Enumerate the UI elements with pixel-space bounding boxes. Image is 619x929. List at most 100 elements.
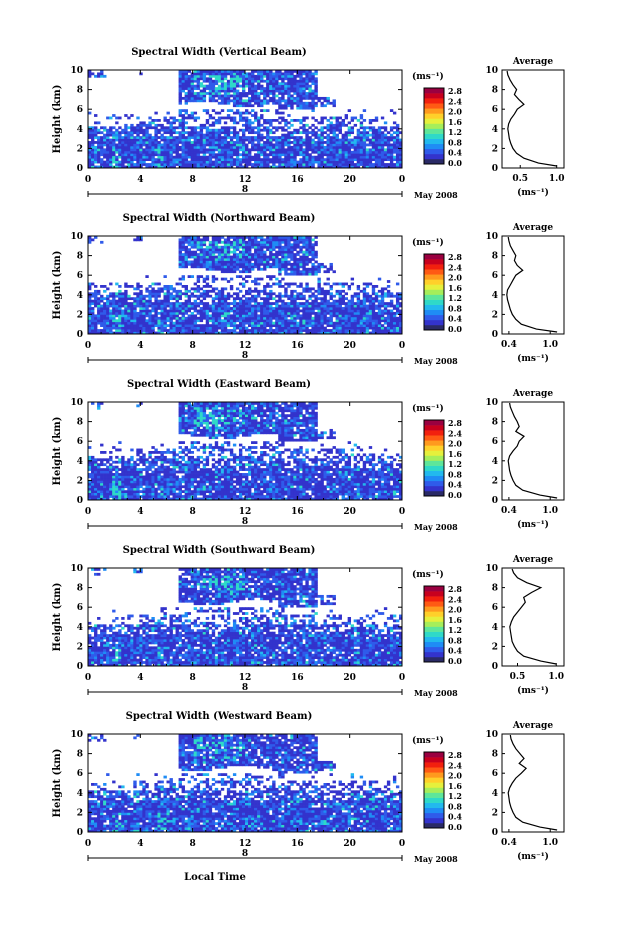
heatmap-cell <box>251 240 255 244</box>
heatmap-cell <box>241 265 246 269</box>
heatmap-cell <box>254 253 258 256</box>
heatmap-cell <box>266 240 270 244</box>
heatmap-cell <box>235 99 240 103</box>
heatmap-cell <box>88 158 92 161</box>
heatmap-cell <box>296 297 300 301</box>
heatmap-cell <box>229 309 234 313</box>
heatmap-cell <box>257 309 261 313</box>
heatmap-cell <box>335 158 339 161</box>
heatmap-cell <box>296 101 300 105</box>
heatmap-cell <box>226 94 231 98</box>
heatmap-cell <box>311 287 315 291</box>
heatmap-cell <box>226 309 231 313</box>
heatmap-cell <box>287 121 291 125</box>
heatmap-cell <box>238 260 243 264</box>
heatmap-cell <box>302 326 306 330</box>
heatmap-cell <box>88 236 92 239</box>
heatmap-cell <box>199 136 204 139</box>
heatmap-cell <box>166 297 170 301</box>
heatmap-cell <box>350 304 355 308</box>
heatmap-cell <box>223 314 228 318</box>
heatmap-cell <box>305 314 309 318</box>
heatmap-cell <box>335 329 339 332</box>
heatmap-cell <box>341 294 345 298</box>
heatmap-cell <box>296 311 300 315</box>
heatmap-cell <box>115 148 119 152</box>
heatmap-cell <box>293 138 297 142</box>
heatmap-cell <box>130 302 134 305</box>
heatmap-cell <box>175 126 179 130</box>
heatmap-cell <box>392 138 397 142</box>
heatmap-cell <box>163 126 167 130</box>
heatmap-cell <box>169 116 173 120</box>
heatmap-cell <box>326 321 330 325</box>
heatmap-cell <box>263 126 267 130</box>
heatmap-cell <box>320 311 324 315</box>
colorbar-tick-label: 0.8 <box>448 303 462 313</box>
heatmap-cell <box>109 155 113 159</box>
heatmap-cell <box>88 292 92 296</box>
heatmap-cell <box>254 165 258 169</box>
heatmap-cell <box>386 141 391 144</box>
heatmap-cell <box>145 319 149 323</box>
heatmap-cell <box>232 314 237 318</box>
heatmap-cell <box>163 143 167 147</box>
heatmap-cell <box>169 302 173 305</box>
heatmap-cell <box>199 329 204 332</box>
heatmap-cell <box>214 79 219 83</box>
heatmap-cell <box>260 238 264 242</box>
heatmap-cell <box>115 143 119 147</box>
heatmap-cell <box>241 267 246 271</box>
heatmap-cell <box>338 282 342 286</box>
heatmap-cell <box>115 121 119 125</box>
heatmap-cell <box>181 87 185 90</box>
heatmap-cell <box>127 143 131 147</box>
heatmap-cell <box>296 82 300 86</box>
heatmap-cell <box>241 329 246 332</box>
y-tick-label: 2 <box>77 310 83 320</box>
heatmap-cell <box>223 70 228 73</box>
heatmap-cell <box>299 84 303 88</box>
heatmap-cell <box>356 138 361 142</box>
heatmap-cell <box>142 326 146 330</box>
heatmap-cell <box>235 275 240 278</box>
heatmap-cell <box>317 280 321 283</box>
heatmap-cell <box>196 155 201 159</box>
heatmap-cell <box>359 289 364 293</box>
heatmap-cell <box>136 143 140 147</box>
heatmap-cell <box>196 319 201 323</box>
heatmap-cell <box>202 77 207 81</box>
heatmap-cell <box>374 153 379 157</box>
heatmap-cell <box>238 92 243 95</box>
heatmap-cell <box>124 329 128 332</box>
heatmap-cell <box>389 138 394 142</box>
heatmap-cell <box>211 72 216 76</box>
heatmap-cell <box>278 326 282 330</box>
heatmap-cell <box>238 101 243 105</box>
heatmap-cell <box>121 331 125 335</box>
heatmap-cell <box>359 123 364 127</box>
heatmap-cell <box>193 74 198 78</box>
heatmap-cell <box>145 321 149 325</box>
heatmap-cell <box>374 119 379 122</box>
heatmap-cell <box>142 128 146 132</box>
colorbar-swatch <box>424 254 444 260</box>
heatmap-cell <box>172 141 176 144</box>
heatmap-cell <box>305 250 309 254</box>
heatmap-cell <box>115 309 119 313</box>
heatmap-cell <box>380 326 385 330</box>
heatmap-cell <box>314 87 318 90</box>
heatmap-cell <box>241 141 246 144</box>
heatmap-cell <box>226 329 231 332</box>
heatmap-cell <box>217 262 222 266</box>
colorbar-swatch <box>424 304 444 311</box>
heatmap-cell <box>281 165 285 169</box>
heatmap-cell <box>290 307 294 310</box>
heatmap-cell <box>181 324 185 327</box>
heatmap-cell <box>275 319 279 323</box>
heatmap-cell <box>187 236 191 239</box>
heatmap-cell <box>296 87 300 90</box>
heatmap-cell <box>181 307 185 310</box>
heatmap-cell <box>106 153 110 157</box>
heatmap-cell <box>97 155 101 159</box>
